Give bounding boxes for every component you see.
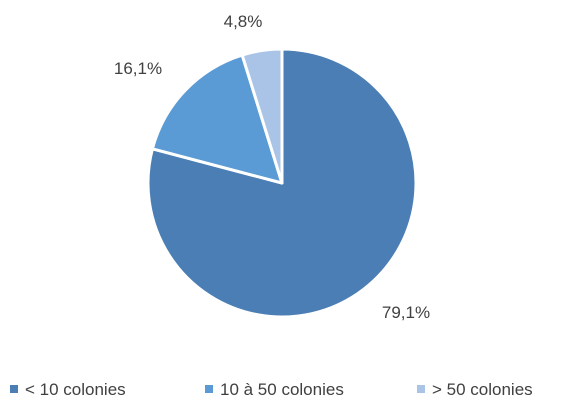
legend: < 10 colonies 10 à 50 colonies > 50 coloni… [10, 380, 533, 399]
data-label-2: 16,1% [114, 59, 162, 78]
legend-item-3: > 50 colonies [417, 380, 533, 399]
data-label-3: 4,8% [224, 12, 263, 31]
legend-swatch-3 [417, 385, 425, 393]
legend-swatch-1 [10, 385, 18, 393]
pie-slices [148, 49, 416, 317]
legend-label-2: 10 à 50 colonies [220, 380, 344, 399]
legend-swatch-2 [205, 385, 213, 393]
data-label-1: 79,1% [382, 303, 430, 322]
legend-item-2: 10 à 50 colonies [205, 380, 344, 399]
legend-label-3: > 50 colonies [432, 380, 533, 399]
legend-item-1: < 10 colonies [10, 380, 126, 399]
legend-label-1: < 10 colonies [25, 380, 126, 399]
